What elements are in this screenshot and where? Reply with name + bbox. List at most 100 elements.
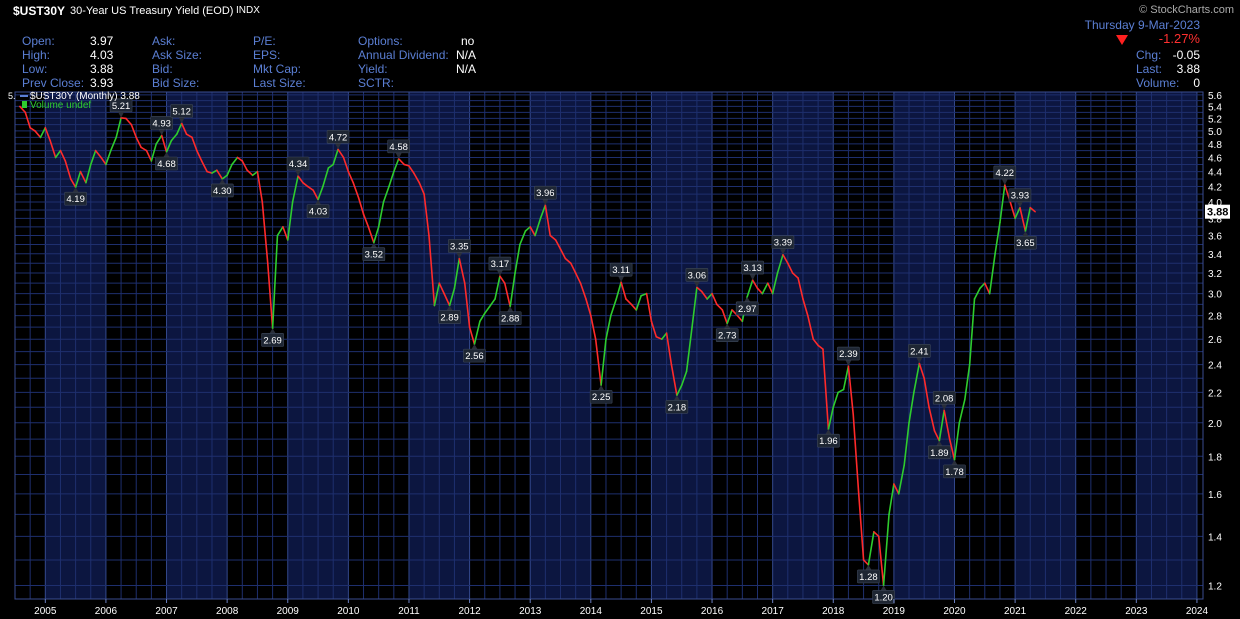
label-box xyxy=(109,98,133,113)
credit-label[interactable]: © StockCharts.com xyxy=(1139,4,1234,16)
x-tick-label: 2018 xyxy=(822,606,845,617)
label-box xyxy=(771,235,795,249)
price-segment xyxy=(145,149,153,162)
price-segment xyxy=(716,303,724,311)
y-tick-label: 3.0 xyxy=(1208,290,1222,301)
point-label: 4.19 xyxy=(66,194,85,205)
price-segment xyxy=(256,170,264,203)
price-segment xyxy=(751,279,759,290)
price-segment xyxy=(867,531,875,566)
price-segment xyxy=(413,172,421,184)
label-pointer xyxy=(1022,231,1029,237)
label-box xyxy=(463,348,486,363)
label-pointer xyxy=(941,404,948,411)
y-tick-label: 4.6 xyxy=(1208,153,1222,164)
price-segment xyxy=(615,281,622,300)
price-segment xyxy=(918,362,925,380)
label-box xyxy=(715,328,739,342)
price-segment xyxy=(963,363,971,401)
volume-legend-swatch xyxy=(22,101,27,108)
price-segment xyxy=(19,105,27,114)
price-segment xyxy=(822,348,830,430)
price-segment xyxy=(544,204,552,237)
low-value: 3.88 xyxy=(90,62,114,76)
price-segment xyxy=(468,326,476,345)
price-segment xyxy=(170,133,178,142)
price-segment xyxy=(403,163,410,167)
price-segment xyxy=(590,314,597,340)
price-segment xyxy=(928,406,936,432)
y-tick-label: 2.4 xyxy=(1208,361,1222,372)
label-box xyxy=(150,116,173,130)
y-tick-label: 1.2 xyxy=(1208,581,1222,592)
label-pointer xyxy=(456,252,463,259)
point-label: 3.11 xyxy=(612,265,630,276)
point-label: 2.41 xyxy=(910,346,929,357)
label-pointer xyxy=(446,305,453,311)
price-segment xyxy=(266,262,274,330)
exchange-label: INDX xyxy=(236,5,260,16)
price-segment xyxy=(630,303,638,311)
price-segment xyxy=(994,221,1001,255)
price-segment xyxy=(665,332,673,366)
x-tick-label: 2011 xyxy=(398,606,420,617)
label-box xyxy=(438,310,461,324)
price-segment xyxy=(650,320,658,338)
price-segment xyxy=(529,226,536,237)
y-tick-label: 2.6 xyxy=(1208,335,1222,346)
price-segment xyxy=(711,292,718,306)
price-segment xyxy=(393,158,400,173)
price-segment xyxy=(680,370,688,387)
price-segment xyxy=(291,175,299,203)
price-segment xyxy=(862,559,870,566)
label-pointer xyxy=(315,199,322,205)
x-tick-label: 2012 xyxy=(458,606,481,617)
price-segment xyxy=(635,294,642,311)
price-segment xyxy=(852,414,860,495)
point-label: 2.39 xyxy=(839,349,858,360)
series-legend-text: $UST30Y (Monthly) 3.88 xyxy=(30,91,140,102)
price-segment xyxy=(1014,206,1021,220)
price-segment xyxy=(514,243,521,274)
price-segment xyxy=(388,170,395,188)
label-box xyxy=(1014,235,1037,250)
price-segment xyxy=(933,430,941,442)
price-segment xyxy=(640,292,648,297)
change-percent: -1.27% xyxy=(1158,31,1200,46)
yield-label: Yield: xyxy=(358,62,388,76)
price-segment xyxy=(943,409,951,440)
last-size-label: Last Size: xyxy=(253,76,306,90)
label-pointer xyxy=(865,564,872,570)
point-label: 1.28 xyxy=(859,572,878,583)
label-box xyxy=(534,185,557,200)
price-segment xyxy=(382,185,390,203)
price-segment xyxy=(251,170,259,177)
price-segment xyxy=(857,493,865,561)
price-segment xyxy=(782,253,789,265)
point-label: 3.65 xyxy=(1016,238,1035,249)
price-segment xyxy=(327,163,335,169)
label-box xyxy=(64,191,87,206)
y-tick-label: 5.4 xyxy=(1208,102,1222,113)
label-pointer xyxy=(118,111,125,118)
price-segment xyxy=(463,282,471,328)
y-tick-label: 2.2 xyxy=(1208,388,1222,399)
y-tick-label: 2.0 xyxy=(1208,419,1222,430)
pe-label: P/E: xyxy=(253,34,276,48)
price-segment xyxy=(140,146,148,152)
y-tick-label: 2.8 xyxy=(1208,312,1222,323)
y-tick-label: 3.8 xyxy=(1208,214,1222,225)
open-value: 3.97 xyxy=(90,34,114,48)
y-tick-label: 5.2 xyxy=(1208,114,1222,125)
price-segment xyxy=(988,252,996,295)
down-arrow-icon xyxy=(1116,35,1128,45)
price-segment xyxy=(246,169,254,177)
ticker-symbol[interactable]: $UST30Y xyxy=(13,4,66,18)
point-label: 4.22 xyxy=(996,168,1015,179)
label-pointer xyxy=(542,199,549,206)
price-segment xyxy=(408,165,415,174)
point-label: 1.78 xyxy=(945,467,964,478)
label-pointer xyxy=(693,281,700,288)
label-box xyxy=(387,139,410,154)
